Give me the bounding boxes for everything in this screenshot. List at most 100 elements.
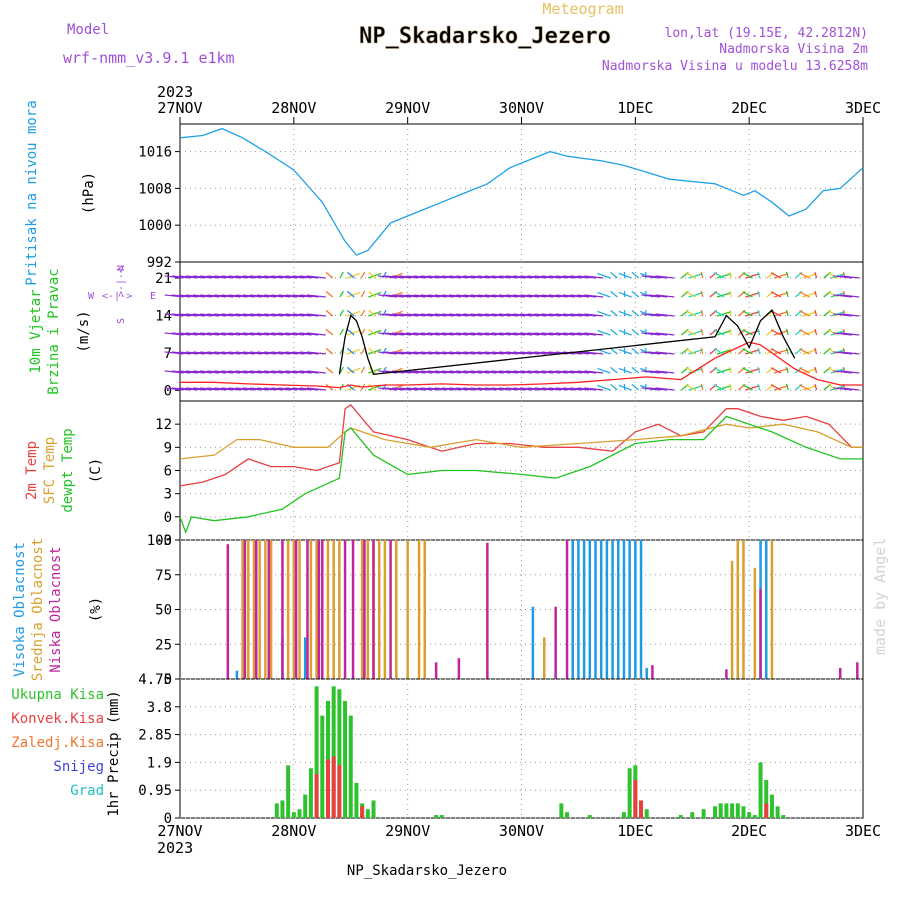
ylabel-line: Pritisak na nivou mora — [24, 100, 40, 285]
wind-arrow — [742, 384, 753, 391]
wind-arrow — [506, 313, 525, 317]
bar — [634, 540, 637, 679]
bar — [395, 540, 398, 679]
ylabel-line: Brzina i Pravac — [46, 268, 62, 394]
ytick-label: -3 — [155, 533, 172, 549]
compass-s: S — [116, 318, 127, 324]
wind-arrow — [757, 366, 761, 374]
wind-arrow — [618, 384, 632, 391]
wind-arrow — [278, 313, 298, 317]
wind-arrow — [164, 370, 184, 374]
wind-arrow — [785, 383, 789, 391]
wind-arrow — [339, 290, 344, 298]
wind-arrow — [700, 290, 704, 298]
wind-arrow — [498, 332, 518, 336]
ylabel-line: Niska Oblacnost — [48, 546, 64, 672]
wind-arrow — [833, 313, 853, 317]
wind-arrow — [368, 383, 376, 391]
wind-arrow — [541, 275, 561, 279]
wind-arrow — [392, 294, 412, 298]
series-line — [179, 127, 864, 256]
wind-arrow — [235, 313, 255, 317]
wind-arrow — [249, 313, 269, 317]
ylabel-line: 10m Vjetar — [28, 289, 44, 373]
wind-arrow — [325, 366, 334, 374]
bar — [343, 540, 347, 679]
wind-arrow — [799, 367, 810, 374]
wind-arrow — [814, 366, 818, 374]
wind-arrow — [257, 294, 276, 298]
time-tick-label-bottom: 1DEC — [617, 822, 653, 840]
wind-arrow — [346, 348, 361, 355]
wind-arrow — [713, 348, 725, 355]
wind-arrow — [346, 328, 355, 336]
wind-arrow — [264, 387, 284, 391]
wind-arrow — [641, 332, 661, 336]
wind-arrow — [427, 351, 447, 355]
wind-arrow — [840, 332, 860, 336]
wind-arrow — [470, 275, 490, 279]
wind-arrow — [713, 384, 725, 391]
wind-arrow — [377, 275, 397, 279]
time-tick-label-bottom: 3DEC — [845, 822, 881, 840]
wind-arrow — [833, 387, 853, 391]
wind-arrow — [185, 370, 205, 374]
wind-arrow — [827, 272, 839, 279]
wind-arrow — [285, 387, 305, 391]
wind-arrow — [773, 292, 789, 298]
wind-arrow — [207, 294, 227, 298]
wind-arrow — [377, 351, 397, 355]
bar — [730, 803, 735, 818]
wind-arrow — [577, 294, 597, 298]
bar — [644, 809, 649, 818]
bar — [417, 540, 421, 679]
wind-arrow — [278, 387, 298, 391]
wind-arrow — [655, 294, 675, 298]
wind-arrow — [799, 348, 810, 355]
ytick-label: 14 — [155, 308, 172, 324]
ylabel-line: Srednja Oblacnost — [30, 538, 46, 681]
model-name: wrf-nmm_v3.9.1 e1km — [63, 49, 235, 67]
wind-arrow — [655, 275, 675, 279]
wind-arrow — [833, 370, 853, 374]
wind-arrow — [655, 351, 675, 355]
wind-arrow — [413, 332, 433, 336]
bar — [320, 715, 325, 818]
wind-arrow — [562, 387, 582, 391]
series-line — [179, 423, 863, 460]
wind-arrow — [548, 275, 568, 279]
wind-arrow — [570, 294, 590, 298]
wind-arrow — [484, 294, 504, 298]
wind-arrow — [463, 313, 483, 317]
wind-arrow — [346, 309, 355, 317]
wind-arrow — [292, 332, 312, 336]
wind-arrow — [221, 294, 241, 298]
wind-arrow — [513, 275, 533, 279]
wind-arrow — [292, 387, 312, 391]
wind-arrow — [700, 271, 704, 279]
wind-arrow — [799, 272, 810, 279]
wind-arrow — [773, 311, 789, 317]
bar — [701, 809, 706, 818]
wind-arrow — [513, 351, 533, 355]
time-tick-label-top: 2DEC — [731, 99, 767, 117]
wind-arrow — [631, 347, 640, 355]
wind-arrow — [346, 347, 355, 355]
wind-arrow — [513, 313, 533, 317]
bar — [582, 540, 586, 679]
wind-arrow — [200, 294, 220, 298]
wind-arrow — [742, 272, 753, 279]
wind-arrow — [278, 294, 298, 298]
wind-arrow — [434, 332, 454, 336]
wind-arrow — [264, 351, 284, 355]
wind-arrow — [685, 384, 696, 391]
bar — [639, 800, 644, 818]
wind-arrow — [385, 387, 405, 391]
wind-arrow — [631, 366, 640, 374]
wind-arrow — [406, 387, 426, 391]
wind-arrow — [688, 349, 703, 355]
wind-arrow — [185, 332, 205, 336]
bar — [741, 806, 746, 818]
wind-arrow — [399, 332, 419, 336]
